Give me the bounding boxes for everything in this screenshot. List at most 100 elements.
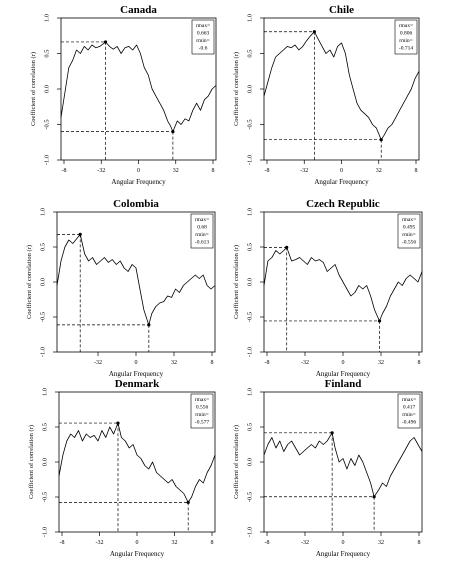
x-axis-label: Angular Frequency	[316, 370, 371, 378]
x-tick-label: 0	[342, 360, 345, 366]
y-tick-label: -1.0	[246, 527, 253, 537]
x-tick-label: 0	[137, 168, 140, 174]
x-axis-label: Angular Frequency	[110, 550, 165, 558]
max-point	[78, 232, 82, 236]
x-tick-label: -8	[60, 540, 65, 546]
x-tick-label: -8	[62, 168, 67, 174]
legend-value: 0.495	[403, 225, 416, 231]
x-tick-label: -8	[265, 168, 270, 174]
chart-panel: Finland -1.0 -0.5 0.0 0.5 1.0 -8 -32 0 32 8 Angular…	[233, 378, 423, 558]
legend-label: rmin=	[195, 412, 209, 418]
y-tick-label: 0.0	[246, 278, 253, 286]
y-tick-label: -0.5	[246, 492, 253, 502]
y-axis-label: Coefficient of correlation (r)	[233, 52, 240, 126]
y-tick-label: 1.0	[246, 388, 253, 396]
legend-value: -0.496	[402, 420, 416, 426]
x-tick-label: 0	[342, 540, 345, 546]
legend-value: 0.663	[197, 31, 210, 37]
x-tick-label: 8	[415, 168, 418, 174]
chart-panel: Colombia -1.0 -0.5 0.0 0.5 1.0 -32 0 32 8 Angular …	[26, 198, 216, 378]
min-point	[372, 495, 376, 499]
x-tick-label: 32	[378, 540, 384, 546]
y-axis-label: Coefficient of correlation (r)	[28, 425, 35, 499]
legend-label: rmin=	[196, 38, 210, 44]
series-line	[263, 432, 423, 498]
y-axis-label: Coefficient of correlation (r)	[30, 52, 37, 126]
legend-label: rmin=	[402, 412, 416, 418]
y-tick-label: -1.0	[39, 347, 46, 357]
legend-value: 0.556	[196, 405, 209, 411]
legend-value: -0.6	[199, 46, 208, 52]
legend-value: 0.417	[403, 405, 416, 411]
y-tick-label: 0.5	[246, 243, 253, 251]
x-tick-label: 32	[172, 540, 178, 546]
x-tick-label: -32	[301, 360, 309, 366]
y-tick-label: 0.5	[41, 423, 48, 431]
y-tick-label: -0.5	[246, 312, 253, 322]
y-tick-label: 0.5	[43, 49, 50, 57]
y-tick-label: -1.0	[246, 347, 253, 357]
y-tick-label: 1.0	[39, 208, 46, 216]
y-tick-label: 0.5	[39, 243, 46, 251]
chart-title: Colombia	[113, 198, 159, 210]
legend-label: rmax=	[195, 217, 209, 223]
legend-label: rmax=	[402, 217, 416, 223]
min-point	[147, 323, 151, 327]
x-tick-label: -32	[300, 168, 308, 174]
series-line	[58, 422, 216, 503]
x-tick-label: -32	[96, 540, 104, 546]
y-axis-label: Coefficient of correlation (r)	[233, 425, 240, 499]
y-tick-label: 0.0	[39, 278, 46, 286]
chart-title: Czech Republic	[306, 198, 380, 210]
legend-label: rmin=	[195, 232, 209, 238]
legend-value: -0.613	[195, 240, 209, 246]
max-point	[285, 245, 289, 249]
legend-label: rmin=	[399, 38, 413, 44]
y-tick-label: 0.5	[246, 423, 253, 431]
y-tick-label: -0.5	[41, 492, 48, 502]
series-line	[60, 41, 217, 133]
legend-box	[190, 213, 214, 249]
y-tick-label: -1.0	[246, 155, 253, 165]
legend-box	[190, 393, 214, 429]
legend-box	[394, 19, 418, 55]
x-tick-label: 0	[136, 540, 139, 546]
x-tick-label: 8	[418, 540, 421, 546]
legend-label: rmax=	[195, 397, 209, 403]
y-axis-label: Coefficient of correlation (r)	[26, 245, 33, 319]
x-tick-label: 8	[211, 540, 214, 546]
legend-label: rmax=	[402, 397, 416, 403]
y-tick-label: 1.0	[43, 14, 50, 22]
y-axis-label: Coefficient of correlation (r)	[233, 245, 240, 319]
x-tick-label: 0	[135, 360, 138, 366]
y-tick-label: 0.0	[41, 458, 48, 466]
min-point	[377, 319, 382, 323]
x-tick-label: -8	[265, 540, 270, 546]
legend-label: rmin=	[402, 232, 416, 238]
series-line	[263, 246, 423, 322]
y-tick-label: 1.0	[246, 14, 253, 22]
y-tick-label: 1.0	[246, 208, 253, 216]
chart-panel: Czech Republic -1.0 -0.5 0.0 0.5 1.0 -8 -32 0 32 8…	[233, 198, 423, 378]
y-tick-label: 0.5	[246, 49, 253, 57]
legend-value: 0.68	[197, 225, 207, 231]
x-axis-label: Angular Frequency	[316, 550, 371, 558]
x-axis-label: Angular Frequency	[111, 178, 166, 186]
max-point	[103, 40, 108, 44]
legend-value: -0.577	[195, 420, 209, 426]
min-point	[171, 130, 175, 134]
legend-box	[397, 393, 421, 429]
min-point	[186, 500, 190, 504]
legend-label: rmax=	[399, 23, 413, 29]
x-tick-label: -32	[301, 540, 309, 546]
y-tick-label: -0.5	[246, 119, 253, 129]
y-tick-label: 0.0	[246, 85, 253, 93]
legend-value: 0.806	[400, 31, 413, 37]
x-tick-label: 32	[173, 168, 179, 174]
x-tick-label: 32	[171, 360, 177, 366]
y-tick-label: -0.5	[39, 312, 46, 322]
max-point	[312, 30, 316, 34]
min-point	[379, 138, 383, 142]
chart-panel: Chile -1.0 -0.5 0.0 0.5 1.0 -8 -32 0 32 8 Angular F…	[233, 4, 420, 186]
